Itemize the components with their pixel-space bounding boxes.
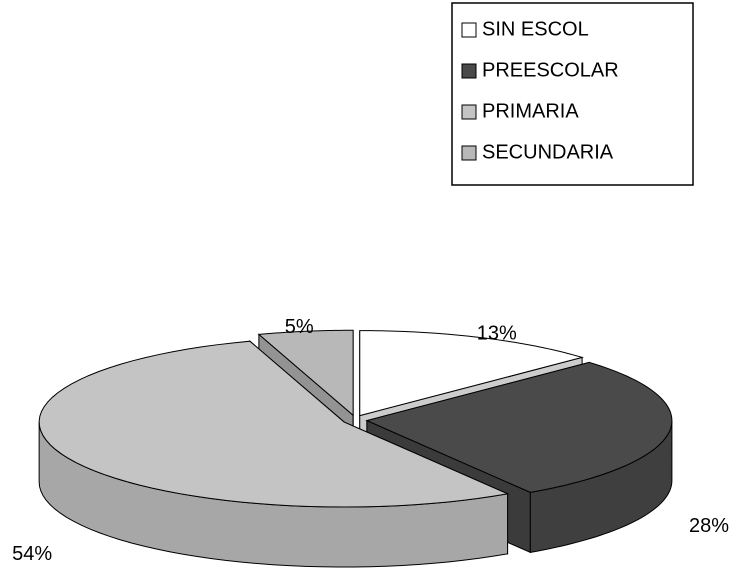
pie-slice — [365, 361, 673, 493]
legend-label: SECUNDARIA — [482, 141, 614, 163]
legend: SIN ESCOL PREESCOLAR PRIMARIA SECUNDARIA — [451, 2, 694, 186]
data-label: 54% — [12, 543, 52, 565]
legend-box — [451, 2, 694, 186]
legend-label: PREESCOLAR — [482, 59, 619, 81]
pie-slice — [38, 340, 510, 508]
legend-swatch — [461, 63, 477, 79]
pie-slice — [359, 330, 584, 417]
pie-tops — [38, 329, 673, 508]
legend-swatch — [461, 104, 477, 120]
data-label: 13% — [477, 322, 517, 344]
pie-slice — [257, 329, 354, 417]
legend-swatch — [461, 145, 477, 161]
data-label: 5% — [285, 316, 314, 338]
legend-label: SIN ESCOL — [482, 18, 589, 40]
legend-label: PRIMARIA — [482, 100, 579, 122]
data-label: 28% — [689, 515, 729, 537]
legend-swatch — [461, 22, 477, 38]
